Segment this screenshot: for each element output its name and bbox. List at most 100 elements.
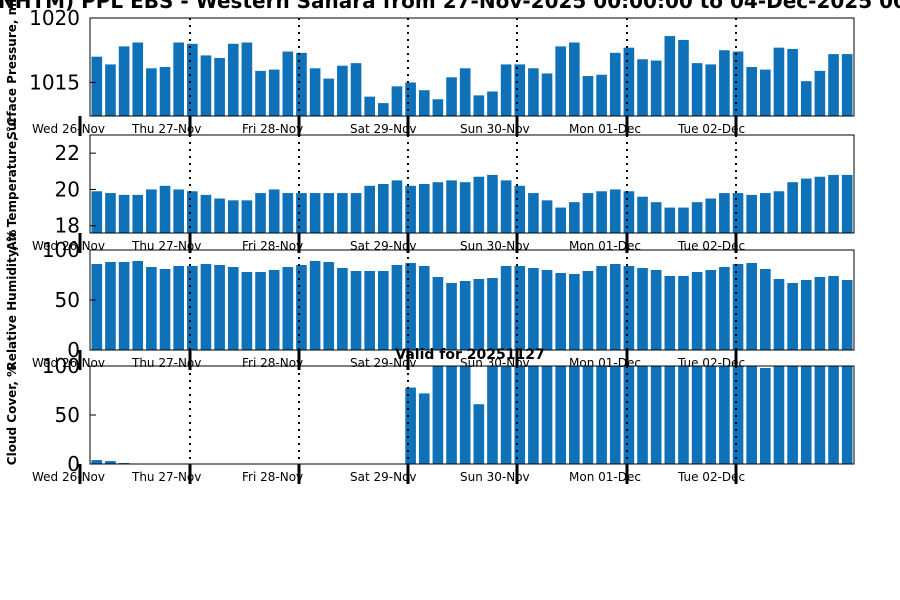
cloud-bar bbox=[105, 461, 116, 464]
temperature-ytick-label: 22 bbox=[55, 141, 80, 165]
humidity-bar bbox=[487, 278, 498, 350]
humidity-bar bbox=[146, 267, 157, 350]
pressure-bar bbox=[282, 51, 294, 116]
cloud-bar bbox=[459, 366, 471, 464]
temperature-bar bbox=[187, 191, 198, 233]
pressure-bar bbox=[214, 57, 225, 116]
day-label: Fri 28-Nov bbox=[242, 356, 303, 370]
humidity-bar bbox=[841, 280, 853, 350]
humidity-bar bbox=[227, 267, 239, 350]
temperature-bar bbox=[664, 207, 676, 233]
cloud-bar bbox=[678, 366, 689, 464]
pressure-bar bbox=[132, 42, 144, 116]
humidity-bar bbox=[719, 267, 730, 350]
pressure-bar bbox=[582, 76, 594, 116]
humidity-bar bbox=[432, 277, 444, 350]
temperature-bar bbox=[337, 193, 348, 233]
humidity-bar bbox=[337, 268, 348, 350]
pressure-bar bbox=[609, 52, 621, 116]
pressure-bar bbox=[664, 36, 676, 116]
pressure-bar bbox=[378, 103, 389, 116]
humidity-bar bbox=[459, 281, 471, 350]
pressure-bar bbox=[569, 42, 580, 116]
cloud-bar bbox=[514, 366, 526, 464]
pressure-bar bbox=[650, 60, 662, 116]
day-label: Sat 29-Nov bbox=[350, 239, 417, 253]
day-label: Wed 26-Nov bbox=[32, 122, 105, 136]
humidity-bar bbox=[773, 279, 785, 350]
day-label: Tue 02-Dec bbox=[677, 239, 745, 253]
pressure-bar bbox=[732, 51, 744, 116]
humidity-bar bbox=[555, 273, 566, 350]
temperature-bar bbox=[514, 185, 526, 233]
day-label: Wed 26-Nov bbox=[32, 239, 105, 253]
day-label: Sun 30-Nov bbox=[460, 239, 530, 253]
humidity-bar bbox=[637, 268, 648, 350]
cloud-bar bbox=[609, 366, 621, 464]
cloud-bar bbox=[637, 366, 648, 464]
humidity-bar bbox=[159, 269, 171, 350]
temperature-bar bbox=[405, 185, 416, 233]
humidity-bar bbox=[691, 272, 703, 350]
humidity-bar bbox=[241, 272, 253, 350]
humidity-bar bbox=[500, 266, 512, 350]
pressure-bar bbox=[105, 64, 116, 116]
humidity-bar bbox=[405, 263, 416, 350]
temperature-bar bbox=[487, 174, 498, 233]
humidity-bar bbox=[528, 268, 539, 350]
cloud-bar bbox=[841, 366, 853, 464]
cloud-bar bbox=[487, 366, 498, 464]
day-label: Mon 01-Dec bbox=[569, 122, 641, 136]
temperature-ylabel: Air Temperature, °C bbox=[5, 117, 19, 251]
chart-title: eSA (ONHTM) PPL EBS - Western Sahara fro… bbox=[0, 0, 900, 13]
cloud-bar bbox=[432, 366, 444, 464]
temperature-bar bbox=[350, 193, 362, 233]
pressure-ytick-label: 1020 bbox=[29, 6, 80, 30]
humidity-bar bbox=[623, 266, 635, 350]
pressure-bar bbox=[841, 54, 853, 116]
temperature-bar bbox=[364, 185, 375, 233]
cloud-bar bbox=[773, 366, 785, 464]
pressure-bar bbox=[200, 55, 212, 116]
pressure-bar bbox=[705, 64, 717, 116]
temperature-bar bbox=[760, 193, 771, 233]
cloud-ytick-label: 50 bbox=[55, 403, 80, 427]
temperature-bar bbox=[323, 193, 335, 233]
cloud-bar bbox=[691, 366, 703, 464]
pressure-bar bbox=[432, 99, 444, 116]
temperature-bar bbox=[378, 184, 389, 233]
panel-temperature: 18 20 22 Air Temperature, °C Wed 26-Nov Thu 2… bbox=[5, 117, 855, 253]
pressure-bar bbox=[91, 56, 103, 116]
temperature-bar bbox=[841, 174, 853, 233]
day-label: Fri 28-Nov bbox=[242, 470, 303, 484]
humidity-bar bbox=[323, 262, 335, 350]
temperature-bar bbox=[432, 182, 444, 233]
humidity-bar bbox=[760, 269, 771, 350]
day-label: Sat 29-Nov bbox=[350, 122, 417, 136]
humidity-bar bbox=[473, 279, 485, 350]
temperature-bar bbox=[459, 182, 471, 233]
cloud-bar bbox=[569, 366, 580, 464]
humidity-bar bbox=[446, 283, 457, 350]
humidity-bar bbox=[705, 270, 717, 350]
humidity-bar bbox=[118, 262, 130, 350]
cloud-bar bbox=[650, 366, 662, 464]
cloud-ytick-label: 100 bbox=[42, 354, 80, 378]
temperature-bar bbox=[241, 200, 253, 233]
humidity-bar bbox=[200, 264, 212, 350]
pressure-ytick-label: 1015 bbox=[29, 70, 80, 94]
pressure-bar bbox=[800, 81, 812, 116]
pressure-bar bbox=[541, 73, 553, 116]
day-label: Fri 28-Nov bbox=[242, 122, 303, 136]
temperature-bar bbox=[214, 198, 225, 233]
temperature-bar bbox=[637, 196, 648, 233]
pressure-bar bbox=[296, 52, 307, 116]
temperature-bar bbox=[282, 193, 294, 233]
pressure-bar bbox=[678, 39, 689, 116]
pressure-bar bbox=[773, 47, 785, 116]
chart-panels: 1015 1020 Surface Pressure, mb Wed 26-Nov Th… bbox=[5, 0, 855, 484]
temperature-bar bbox=[105, 193, 116, 233]
humidity-bar bbox=[514, 266, 526, 350]
pressure-bar bbox=[487, 91, 498, 116]
temperature-bar bbox=[159, 185, 171, 233]
